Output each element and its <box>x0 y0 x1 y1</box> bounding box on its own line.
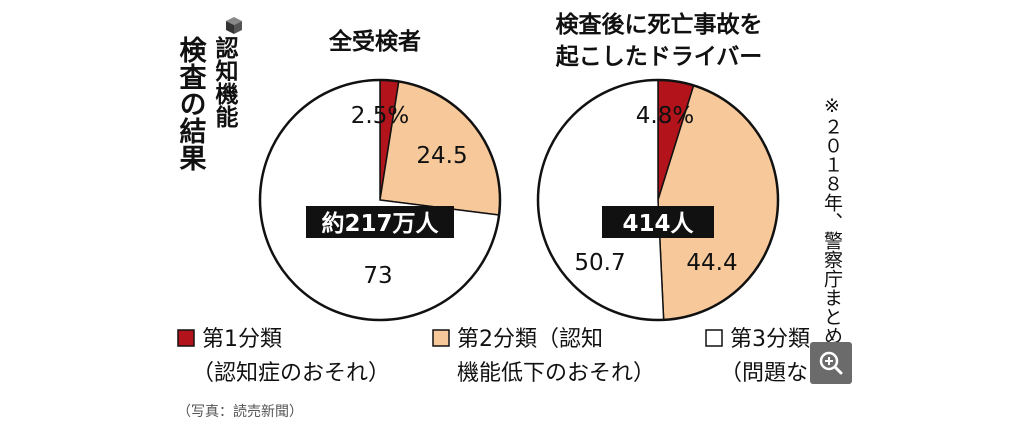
legend-label-2: 第2分類（認知 <box>457 327 603 352</box>
pie1-center-box <box>306 206 454 238</box>
pie2-label-2: 44.4 <box>686 250 737 276</box>
pie2-label-3: 50.7 <box>574 250 625 276</box>
legend-label-3: 第3分類 <box>730 327 810 352</box>
chart1-title: 全受検者 <box>328 28 421 55</box>
zoom-button[interactable] <box>810 342 852 384</box>
pie1-outline <box>258 78 502 322</box>
chart2-title-line1: 検査後に死亡事故を <box>556 11 763 38</box>
zoom-in-icon <box>819 351 843 375</box>
pie2-label-1: 4.8% <box>636 103 694 129</box>
pie1-label-3: 73 <box>363 263 392 289</box>
legend-label-1: 第1分類 <box>202 327 282 352</box>
pie1-label-2: 24.5 <box>416 143 467 169</box>
legend-swatch-3 <box>705 329 723 347</box>
pie-chart-fatal-accident-drivers: 4.8% 44.4 50.7 414人 <box>536 78 780 322</box>
pie1-center-label: 約217万人 <box>321 210 439 237</box>
legend-sublabel-1: （認知症のおそれ） <box>192 361 390 386</box>
pie1-label-1: 2.5% <box>351 103 409 129</box>
pie-chart-all-examinees: 2.5% 24.5 73 約217万人 <box>258 78 502 322</box>
source-note: ※２０１８年、警察庁まとめ <box>821 95 843 345</box>
photo-caption: （写真：読売新聞） <box>177 404 303 420</box>
heading: 認知機能 検査の結果 <box>175 35 239 171</box>
heading-col2: 検査の結果 <box>175 36 207 171</box>
chart2-title-line2: 起こしたドライバー <box>556 44 763 70</box>
legend-swatch-1 <box>177 329 195 347</box>
legend-sublabel-2: 機能低下のおそれ） <box>457 361 655 386</box>
legend-swatch-2 <box>432 329 450 347</box>
pie2-center-box <box>602 206 714 238</box>
cube-icon <box>226 17 242 34</box>
pie2-center-label: 414人 <box>622 211 694 237</box>
heading-col1: 認知機能 <box>211 35 239 129</box>
pie2-outline <box>536 78 780 322</box>
